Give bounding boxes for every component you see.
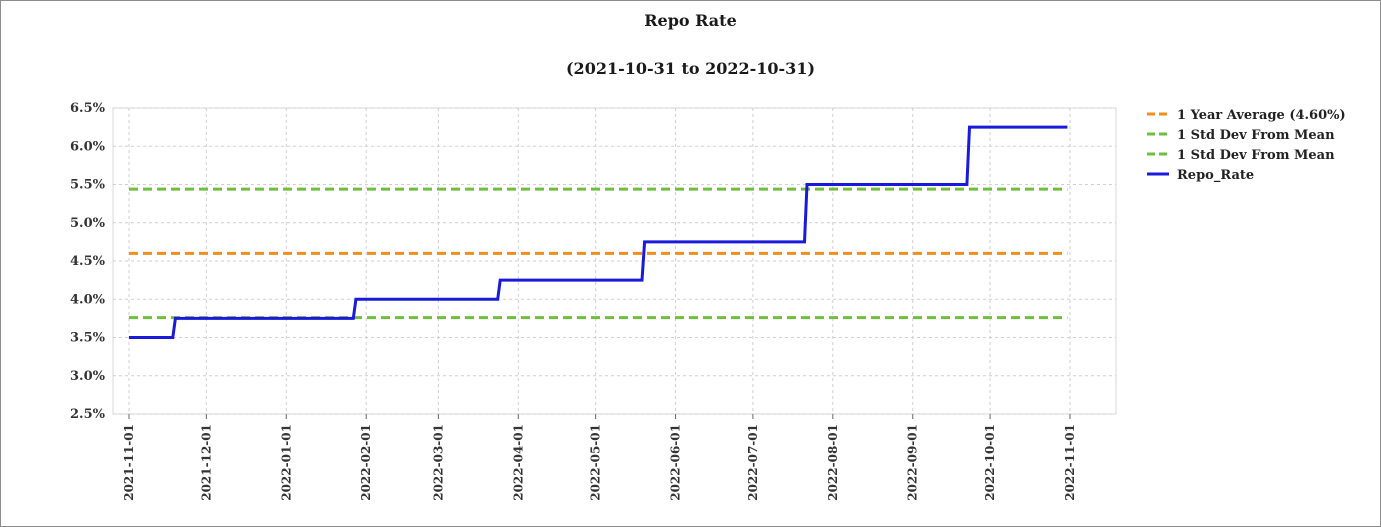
x-tick-label: 2022-01-01 [279, 424, 293, 501]
grid [112, 107, 1117, 415]
series-group [129, 125, 1068, 339]
x-tick-label: 2022-02-01 [359, 424, 373, 501]
x-tick-label: 2022-11-01 [1063, 424, 1077, 501]
x-tick-label: 2021-11-01 [122, 424, 136, 501]
x-tick-label: 2022-06-01 [669, 424, 683, 501]
legend-label: 1 Std Dev From Mean [1177, 128, 1335, 143]
x-tick-label: 2022-03-01 [431, 424, 445, 501]
legend: 1 Year Average (4.60%) 1 Std Dev From Mea… [1147, 108, 1346, 183]
axes: 2.5% 3.0% 3.5% 4.0% 4.5% 5.0% 5.5% 6.0% 6.5% 2021… [70, 101, 1077, 501]
y-tick-label: 3.0% [70, 369, 106, 384]
legend-label: Repo_Rate [1177, 168, 1254, 183]
x-tick-label: 2022-08-01 [826, 424, 840, 501]
y-tick-label: 2.5% [70, 407, 106, 422]
y-tick-label: 6.5% [70, 101, 106, 116]
x-tick-label: 2022-09-01 [906, 424, 920, 501]
chart-title: Repo Rate [644, 11, 737, 30]
legend-label: 1 Year Average (4.60%) [1177, 108, 1346, 123]
y-tick-label: 4.0% [70, 292, 106, 307]
y-tick-label: 4.5% [70, 254, 106, 269]
y-tick-label: 5.5% [70, 178, 106, 193]
x-tick-label: 2022-04-01 [511, 424, 525, 501]
x-tick-label: 2022-07-01 [746, 424, 760, 501]
chart-subtitle: (2021-10-31 to 2022-10-31) [565, 59, 816, 78]
y-tick-label: 3.5% [70, 331, 106, 346]
y-tick-label: 5.0% [70, 216, 106, 231]
y-tick-label: 6.0% [70, 139, 106, 154]
series-line-4 [129, 125, 1068, 339]
x-tick-label: 2022-05-01 [589, 424, 603, 501]
x-tick-label: 2022-10-01 [983, 424, 997, 501]
legend-label: 1 Std Dev From Mean [1177, 148, 1335, 163]
x-tick-label: 2021-12-01 [199, 424, 213, 501]
